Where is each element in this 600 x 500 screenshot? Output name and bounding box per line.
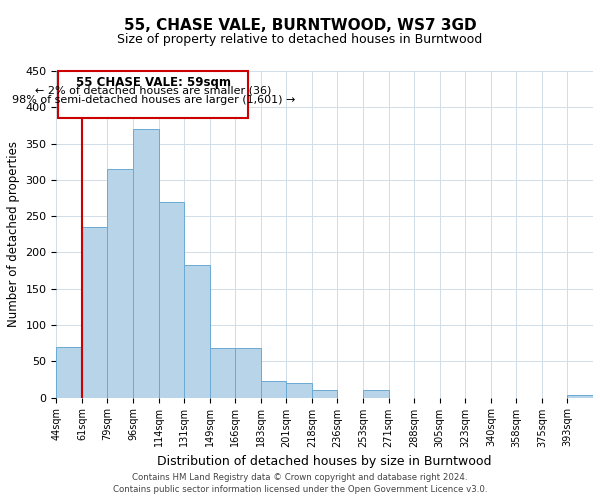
Bar [209,348,235,398]
Text: 55 CHASE VALE: 59sqm: 55 CHASE VALE: 59sqm [76,76,231,89]
X-axis label: Distribution of detached houses by size in Burntwood: Distribution of detached houses by size … [157,455,492,468]
Bar [58,71,248,118]
Text: ← 2% of detached houses are smaller (36): ← 2% of detached houses are smaller (36) [35,86,272,96]
Bar [107,169,133,398]
Text: Size of property relative to detached houses in Burntwood: Size of property relative to detached ho… [118,32,482,46]
Bar [261,381,286,398]
Bar [235,348,261,398]
Bar [286,383,312,398]
Text: 98% of semi-detached houses are larger (1,601) →: 98% of semi-detached houses are larger (… [12,95,295,105]
Bar [184,265,209,398]
Bar [133,129,158,398]
Bar [158,202,184,398]
Bar [568,396,593,398]
Bar [312,390,337,398]
Text: 55, CHASE VALE, BURNTWOOD, WS7 3GD: 55, CHASE VALE, BURNTWOOD, WS7 3GD [124,18,476,32]
Bar [56,347,82,398]
Bar [363,390,389,398]
Text: Contains HM Land Registry data © Crown copyright and database right 2024.
Contai: Contains HM Land Registry data © Crown c… [113,473,487,494]
Y-axis label: Number of detached properties: Number of detached properties [7,142,20,328]
Bar [82,227,107,398]
